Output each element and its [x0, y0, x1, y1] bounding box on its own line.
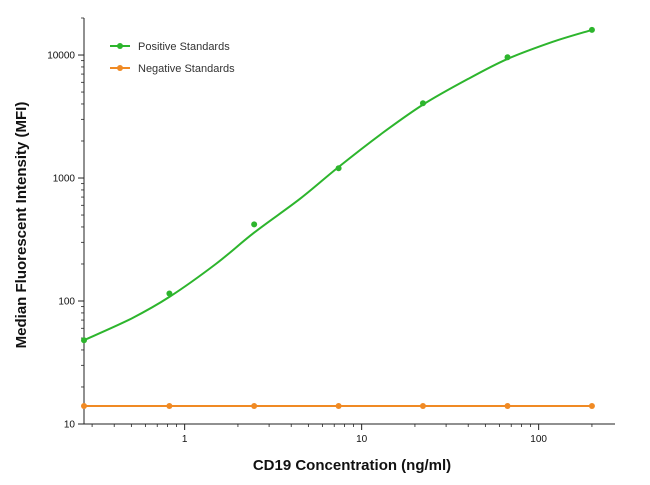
data-point	[335, 403, 342, 410]
legend: Positive Standards Negative Standards	[110, 41, 235, 75]
ticks: 10 100 1000 10000 1 10 100	[47, 17, 593, 445]
data-point	[81, 403, 87, 410]
y-tick-label: 1000	[53, 174, 76, 185]
legend-swatch-marker	[117, 65, 123, 71]
axes	[83, 18, 615, 425]
data-point	[588, 403, 595, 410]
data-point	[588, 26, 595, 33]
data-point	[251, 221, 258, 228]
legend-item: Negative Standards	[110, 63, 235, 75]
x-tick-label: 10	[356, 434, 368, 445]
x-axis-title: CD19 Concentration (ng/ml)	[253, 457, 451, 474]
data-point	[504, 403, 511, 410]
legend-label: Positive Standards	[138, 41, 230, 53]
x-tick-label: 100	[530, 434, 547, 445]
data-point	[419, 403, 426, 410]
x-tick-label: 1	[182, 434, 188, 445]
data-point	[251, 403, 258, 410]
legend-item: Positive Standards	[110, 41, 230, 53]
y-tick-label: 10	[64, 420, 76, 431]
data-point	[166, 290, 173, 297]
data-point	[335, 165, 342, 172]
series-layer	[81, 26, 595, 410]
y-axis-title: Median Fluorescent Intensity (MFI)	[13, 102, 30, 349]
series-negative-standards	[81, 403, 595, 410]
data-point	[81, 337, 87, 344]
data-point	[504, 54, 511, 61]
data-point	[166, 403, 173, 410]
legend-label: Negative Standards	[138, 63, 235, 75]
data-point	[419, 100, 426, 107]
y-tick-label: 10000	[47, 51, 75, 62]
legend-swatch-marker	[117, 43, 123, 49]
series-positive-standards	[81, 26, 595, 344]
y-tick-label: 100	[58, 297, 75, 308]
series-line	[83, 28, 593, 342]
